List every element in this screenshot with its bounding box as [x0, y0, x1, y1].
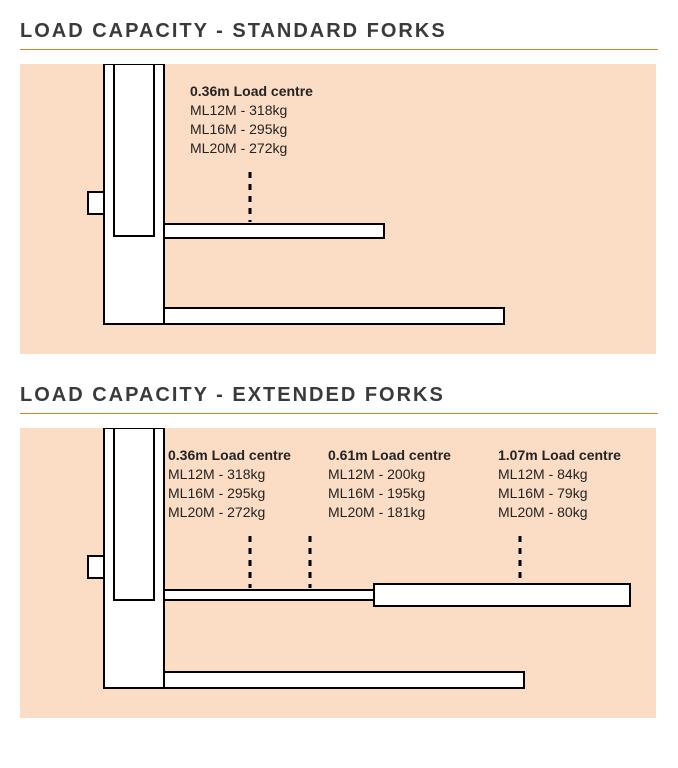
capacity-line: ML16M - 79kg	[498, 484, 621, 503]
load-centre-label: 0.36m Load centreML12M - 318kgML16M - 29…	[190, 82, 313, 158]
section-title: LOAD CAPACITY - STANDARD FORKS	[20, 20, 658, 50]
diagram-box: 0.36m Load centreML12M - 318kgML16M - 29…	[20, 428, 656, 718]
capacity-line: ML20M - 272kg	[190, 139, 313, 158]
fork-diagram	[20, 64, 656, 354]
capacity-line: ML20M - 272kg	[168, 503, 291, 522]
load-capacity-section: LOAD CAPACITY - EXTENDED FORKS 0.36m Load…	[20, 384, 658, 718]
load-centre-heading: 0.36m Load centre	[190, 82, 313, 101]
capacity-line: ML16M - 295kg	[190, 120, 313, 139]
capacity-line: ML20M - 80kg	[498, 503, 621, 522]
capacity-line: ML12M - 84kg	[498, 465, 621, 484]
load-centre-heading: 0.61m Load centre	[328, 446, 451, 465]
load-centre-label: 0.61m Load centreML12M - 200kgML16M - 19…	[328, 446, 451, 522]
capacity-line: ML12M - 318kg	[168, 465, 291, 484]
capacity-line: ML20M - 181kg	[328, 503, 451, 522]
capacity-line: ML12M - 318kg	[190, 101, 313, 120]
load-centre-label: 1.07m Load centreML12M - 84kgML16M - 79k…	[498, 446, 621, 522]
load-capacity-section: LOAD CAPACITY - STANDARD FORKS 0.36m Load…	[20, 20, 658, 354]
load-centre-heading: 1.07m Load centre	[498, 446, 621, 465]
load-centre-heading: 0.36m Load centre	[168, 446, 291, 465]
capacity-line: ML16M - 195kg	[328, 484, 451, 503]
capacity-line: ML16M - 295kg	[168, 484, 291, 503]
diagram-box: 0.36m Load centreML12M - 318kgML16M - 29…	[20, 64, 656, 354]
load-centre-label: 0.36m Load centreML12M - 318kgML16M - 29…	[168, 446, 291, 522]
section-title: LOAD CAPACITY - EXTENDED FORKS	[20, 384, 658, 414]
capacity-line: ML12M - 200kg	[328, 465, 451, 484]
